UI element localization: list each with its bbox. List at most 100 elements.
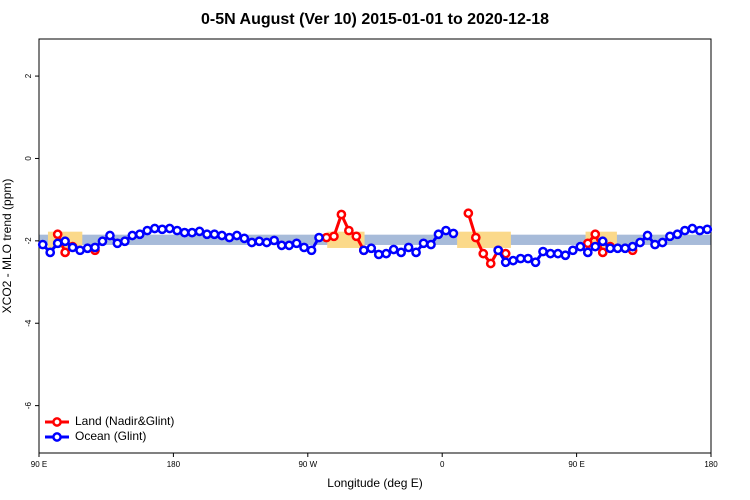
series-marker: [538, 246, 548, 257]
series-marker: [90, 242, 100, 253]
series-marker: [411, 247, 421, 258]
series-marker: [239, 233, 250, 244]
series-marker: [650, 239, 660, 250]
series-marker: [179, 227, 190, 238]
x-tick-label: 90 W: [298, 460, 317, 469]
series-marker: [52, 229, 63, 240]
series-marker: [672, 229, 683, 240]
y-tick-label: -4: [24, 319, 33, 327]
series-marker: [508, 255, 518, 266]
series-marker: [149, 223, 160, 234]
chart-title: 0-5N August (Ver 10) 2015-01-01 to 2020-…: [201, 11, 549, 28]
series-marker: [45, 247, 56, 258]
x-tick-label: 90 E: [31, 460, 47, 469]
series-marker: [276, 240, 287, 251]
land-shading: [457, 231, 511, 248]
series-marker: [500, 257, 511, 268]
series-marker: [187, 227, 197, 238]
legend-label: Ocean (Glint): [75, 429, 146, 443]
x-axis-label: Longitude (deg E): [327, 476, 422, 490]
series-marker: [82, 243, 93, 254]
series-marker: [314, 232, 324, 243]
series-marker: [597, 236, 608, 247]
series-marker: [418, 238, 429, 249]
series-marker: [553, 248, 563, 259]
series-marker: [224, 232, 235, 243]
series-marker: [246, 237, 257, 248]
series-marker: [373, 249, 384, 260]
series-marker: [52, 238, 63, 249]
series-marker: [366, 243, 377, 254]
series-marker: [493, 245, 504, 256]
series-marker: [232, 230, 242, 241]
series-marker: [523, 253, 533, 264]
series-marker: [261, 237, 272, 248]
series-marker: [470, 232, 481, 243]
series-marker: [597, 247, 608, 258]
series-marker: [388, 244, 399, 255]
series-marker: [665, 231, 675, 242]
series-marker: [291, 238, 302, 249]
series-marker: [642, 230, 653, 241]
series-marker: [694, 225, 705, 236]
series-marker: [306, 245, 317, 256]
series-marker: [620, 243, 630, 254]
legend-label: Land (Nadir&Glint): [75, 414, 174, 428]
series-marker: [560, 250, 571, 261]
series-marker: [329, 231, 339, 242]
series-marker: [381, 248, 392, 259]
series-marker: [299, 242, 309, 253]
x-tick-label: 180: [167, 460, 181, 469]
reference-band: [39, 234, 711, 245]
series-marker: [142, 225, 153, 236]
series-marker: [582, 238, 593, 249]
series-marker: [120, 236, 130, 247]
series-marker: [575, 241, 586, 252]
x-tick-label: 180: [704, 460, 718, 469]
series-marker: [612, 243, 623, 254]
series-marker: [687, 223, 698, 234]
series-marker: [545, 248, 556, 259]
series-marker: [75, 245, 85, 256]
x-tick-label: 90 E: [568, 460, 584, 469]
series-marker: [590, 241, 601, 252]
series-marker: [269, 235, 280, 246]
series-marker: [209, 229, 220, 240]
series-marker: [448, 228, 459, 239]
series-marker: [172, 225, 182, 236]
series-marker: [635, 237, 645, 248]
series-marker: [485, 258, 496, 269]
series-marker: [254, 236, 265, 247]
series-marker: [702, 224, 713, 235]
series-marker: [433, 229, 444, 240]
y-tick-label: -6: [24, 402, 33, 410]
series-marker: [590, 229, 601, 240]
series-marker: [605, 243, 616, 254]
series-marker: [217, 230, 227, 241]
legend-marker: [52, 417, 62, 427]
series-marker: [478, 248, 489, 259]
x-tick-label: 0: [440, 460, 445, 469]
series-marker: [321, 232, 332, 243]
series-marker: [194, 226, 205, 237]
series-marker: [105, 230, 115, 241]
series-marker: [37, 239, 48, 250]
series-marker: [500, 248, 511, 259]
series-marker: [97, 236, 108, 247]
series-marker: [344, 225, 354, 236]
series-marker: [351, 231, 362, 242]
series-marker: [627, 241, 638, 252]
legend-marker: [52, 432, 62, 442]
series-marker: [657, 237, 668, 248]
series-marker: [164, 223, 175, 234]
series-marker: [67, 242, 78, 253]
series-marker: [441, 225, 451, 236]
series-marker: [112, 238, 123, 249]
series-marker: [157, 224, 168, 235]
y-axis-label: XCO2 - MLO trend (ppm): [0, 179, 14, 314]
y-tick-label: 0: [24, 156, 33, 161]
series-marker: [60, 236, 70, 247]
series-marker: [358, 245, 369, 256]
series-marker: [396, 247, 406, 258]
